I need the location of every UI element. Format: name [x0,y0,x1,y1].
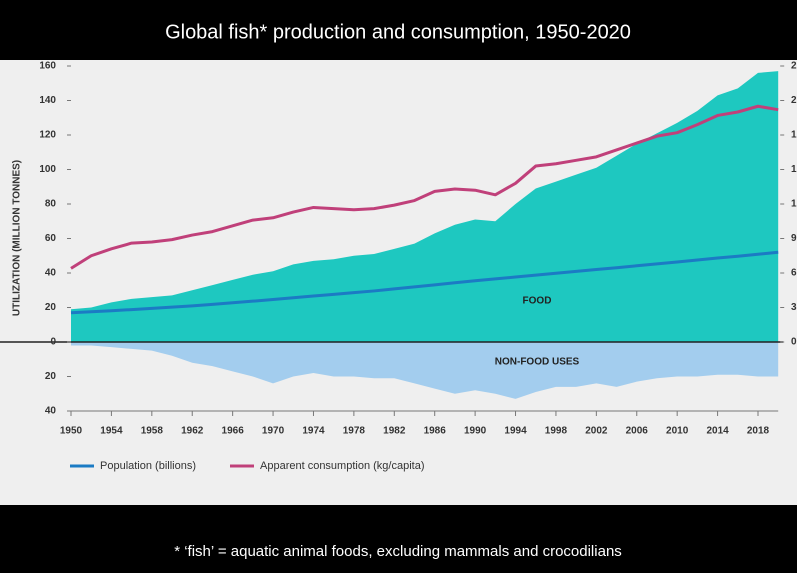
y2-tick-label: 1 [791,164,797,175]
x-tick-label: 2018 [747,426,770,437]
y2-tick-label: 1 [791,130,797,141]
x-tick-label: 1954 [100,426,123,437]
line [70,250,779,315]
x-tick-label: 1998 [545,426,568,437]
x-tick-label: 1962 [181,426,204,437]
x-tick-label: 2006 [626,426,649,437]
line [70,104,779,270]
y2-tick-label: 3 [791,302,797,313]
area [71,71,779,343]
y-tick-label: 100 [39,164,56,175]
x-tick-label: 1958 [141,426,164,437]
y2-tick-label: 9 [791,233,797,244]
y-axis-label: UTILIZATION (MILLION TONNES) [12,160,23,316]
x-tick-label: 1970 [262,426,285,437]
y-tick-label: 20 [45,302,57,313]
y2-tick-label: 2 [791,61,797,72]
y-tick-label: 20 [45,371,57,382]
x-tick-label: 1974 [302,426,325,437]
y2-tick-label: 2 [791,95,797,106]
x-tick-label: 1986 [424,426,447,437]
x-tick-label: 1978 [343,426,366,437]
area-label: NON-FOOD USES [495,357,580,368]
y-tick-label: 160 [39,61,56,72]
y2-tick-label: 6 [791,268,797,279]
x-tick-label: 1990 [464,426,487,437]
y-tick-label: 140 [39,95,56,106]
area-label: FOOD [523,296,552,307]
y-tick-label: 0 [50,337,56,348]
y2-tick-label: 1 [791,199,797,210]
y-tick-label: 120 [39,130,56,141]
legend-label: Apparent consumption (kg/capita) [260,460,424,472]
chart-title: Global fish* production and consumption,… [165,21,631,43]
x-tick-label: 2002 [585,426,608,437]
area [71,342,779,399]
x-tick-label: 1994 [504,426,527,437]
y2-tick-label: 0 [791,337,797,348]
x-tick-label: 1966 [222,426,245,437]
x-tick-label: 2014 [706,426,729,437]
y-tick-label: 40 [45,268,57,279]
legend-label: Population (billions) [100,460,196,472]
x-tick-label: 2010 [666,426,689,437]
y-tick-label: 80 [45,199,57,210]
footnote: * ‘fish’ = aquatic animal foods, excludi… [174,543,622,560]
y-tick-label: 60 [45,233,57,244]
y-tick-label: 40 [45,406,57,417]
x-tick-label: 1982 [383,426,406,437]
x-tick-label: 1950 [60,426,83,437]
